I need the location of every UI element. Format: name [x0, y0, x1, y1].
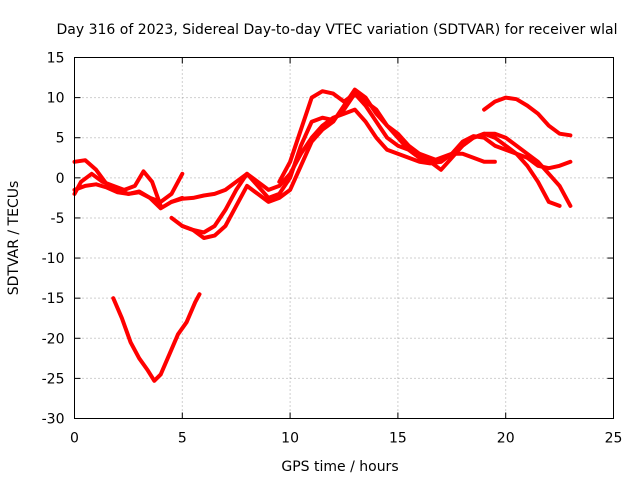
y-tick-label: -5: [51, 211, 65, 227]
x-tick-label: 20: [497, 431, 515, 447]
y-axis-label: SDTVAR / TECUs: [6, 181, 22, 296]
x-tick-label: 25: [605, 431, 623, 447]
x-tick-label: 0: [70, 431, 79, 447]
grid: [74, 57, 614, 419]
y-tick-label: 0: [56, 171, 65, 187]
series-group: [72, 87, 573, 383]
y-tick-label: -25: [42, 371, 65, 387]
series-line-arc-6: [169, 91, 562, 235]
x-tick-label: 10: [281, 431, 299, 447]
series-line-arc-8: [277, 89, 497, 184]
series-line-arc-3: [72, 169, 163, 208]
y-tick-label: -20: [42, 331, 65, 347]
series-line-arc-2: [72, 158, 185, 204]
x-tick-label: 15: [389, 431, 407, 447]
series-line-arc-7: [180, 87, 573, 240]
x-axis-label: GPS time / hours: [281, 459, 398, 475]
chart-title: Day 316 of 2023, Sidereal Day-to-day VTE…: [56, 22, 617, 38]
y-tick-label: 10: [47, 91, 65, 107]
y-tick-label: -15: [42, 291, 65, 307]
plot-frame: [74, 57, 614, 419]
ticks: 0 5 10 15 20 25 -30 -25 -20 -15 -10 -5 0 5 10 15: [42, 51, 623, 447]
y-tick-label: -10: [42, 251, 65, 267]
series-line-arc-5: [169, 107, 573, 204]
x-tick-label: 5: [178, 431, 187, 447]
y-tick-label: -30: [42, 412, 65, 428]
series-line-arc-9: [482, 95, 573, 138]
series-line-arc-4: [111, 292, 202, 383]
y-tick-label: 15: [47, 51, 65, 67]
y-tick-label: 5: [56, 131, 65, 147]
